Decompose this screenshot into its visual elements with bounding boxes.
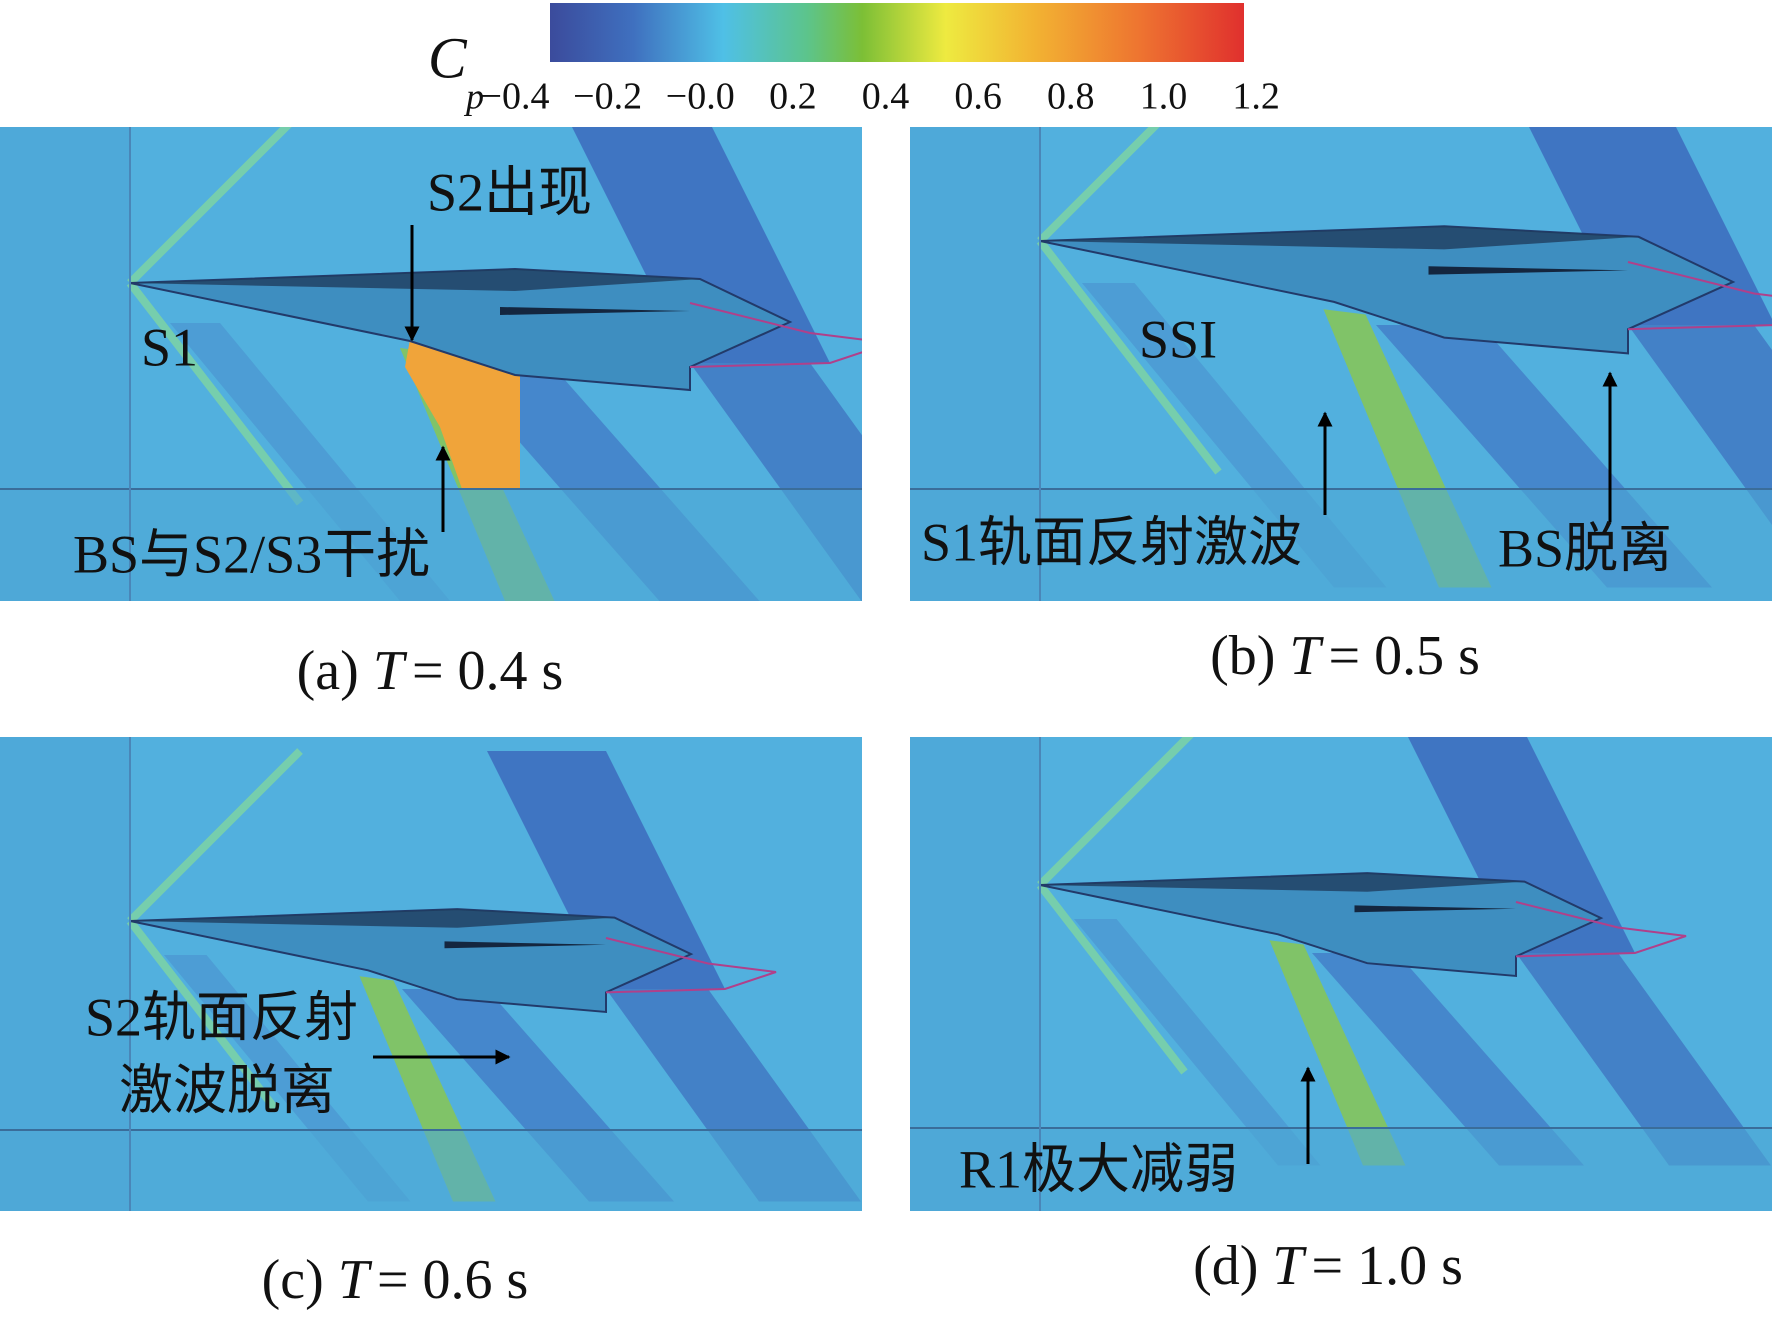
- fin: [1428, 266, 1628, 275]
- caption: (b) T = 0.5 s: [1210, 625, 1480, 687]
- colorbar-area: C p −0.4 −0.2 −0.0 0.2 0.4 0.6 0.8 1.0 1.2: [428, 3, 1280, 118]
- ground-region: [910, 489, 1772, 601]
- caption-value: = 0.5 s: [1329, 625, 1480, 687]
- expansion-band: [1628, 325, 1772, 525]
- shock: [127, 748, 303, 924]
- colorbar-symbol: C: [428, 25, 468, 90]
- annotation: S2轨面反射: [85, 987, 358, 1047]
- shock: [1036, 238, 1222, 475]
- expansion-band: [1516, 953, 1771, 1166]
- shock: [126, 280, 304, 506]
- colorbar-tick-label: −0.2: [573, 76, 642, 118]
- expansion-band: [487, 751, 725, 989]
- colorbar-tick-label: 0.6: [954, 76, 1002, 118]
- annotation: 激波脱离: [119, 1060, 335, 1120]
- expansion-band: [1074, 919, 1321, 1166]
- shock: [1036, 882, 1188, 1075]
- caption-label: (b): [1210, 625, 1275, 687]
- annotation: BS与S2/S3干扰: [73, 524, 430, 584]
- shock: [126, 918, 278, 1111]
- ground-region: [0, 489, 862, 601]
- panel: R1极大减弱: [910, 737, 1772, 1211]
- panel: S2出现 S1 BS与S2/S3干扰: [0, 127, 862, 601]
- expansion-band: [1312, 953, 1584, 1166]
- contour: [0, 737, 862, 1211]
- caption-value: = 0.6 s: [377, 1249, 528, 1311]
- fin: [444, 941, 606, 949]
- vehicle-top: [130, 909, 615, 928]
- wake-line: [689, 302, 862, 368]
- shock: [1269, 940, 1406, 1166]
- caption-variable: T: [338, 1249, 373, 1311]
- caption-label: (d): [1193, 1235, 1258, 1297]
- shock: [1037, 737, 1194, 888]
- contour: [910, 737, 1772, 1211]
- caption: (a) T = 0.4 s: [297, 640, 564, 702]
- panel: SSI S1轨面反射激波 BS脱离: [910, 127, 1772, 601]
- colorbar-subscript: p: [463, 76, 484, 116]
- wake-line: [1627, 261, 1772, 331]
- colorbar-tick-label: −0.4: [481, 76, 550, 118]
- wake-line: [605, 937, 777, 994]
- annotation: SSI: [1139, 309, 1217, 369]
- annotation: S1: [141, 317, 198, 377]
- expansion-band: [1408, 737, 1635, 953]
- shock: [127, 127, 292, 286]
- vehicle-top: [1040, 873, 1525, 892]
- caption-value: = 1.0 s: [1312, 1235, 1463, 1297]
- colorbar-ticks: −0.4 −0.2 −0.0 0.2 0.4 0.6 0.8 1.0 1.2: [481, 76, 1280, 118]
- annotation: S2出现: [427, 162, 592, 222]
- colorbar-tick-label: 1.0: [1140, 76, 1188, 118]
- caption-value: = 0.4 s: [412, 640, 563, 702]
- colorbar-tick-label: −0.0: [666, 76, 735, 118]
- vehicle: [129, 908, 694, 1014]
- ground-region: [0, 1130, 862, 1211]
- caption: (c) T = 0.6 s: [262, 1249, 529, 1311]
- contour: [910, 127, 1772, 601]
- fin: [500, 307, 690, 315]
- ground-region: [910, 1128, 1772, 1211]
- colorbar-tick-label: 0.8: [1047, 76, 1095, 118]
- vehicle-top: [130, 269, 700, 291]
- vehicle: [1039, 872, 1604, 978]
- caption-variable: T: [1289, 625, 1324, 687]
- annotation: S1轨面反射激波: [921, 512, 1302, 572]
- expansion-band: [572, 127, 830, 363]
- annotation: R1极大减弱: [959, 1139, 1238, 1199]
- colorbar: [550, 3, 1244, 62]
- colorbar-tick-label: 1.2: [1232, 76, 1280, 118]
- fin: [1354, 905, 1516, 913]
- annotation: BS脱离: [1498, 518, 1672, 578]
- caption-variable: T: [1272, 1235, 1307, 1297]
- vehicle-top: [1040, 226, 1639, 250]
- colorbar-tick-label: 0.2: [769, 76, 817, 118]
- colorbar-tick-label: 0.4: [862, 76, 910, 118]
- caption-label: (c): [262, 1249, 324, 1311]
- wake-line: [1515, 901, 1687, 958]
- caption: (d) T = 1.0 s: [1193, 1235, 1463, 1297]
- caption-label: (a): [297, 640, 359, 702]
- panel: S2轨面反射 激波脱离: [0, 737, 862, 1211]
- caption-variable: T: [373, 640, 408, 702]
- contour: [0, 127, 862, 601]
- shock: [1037, 127, 1160, 244]
